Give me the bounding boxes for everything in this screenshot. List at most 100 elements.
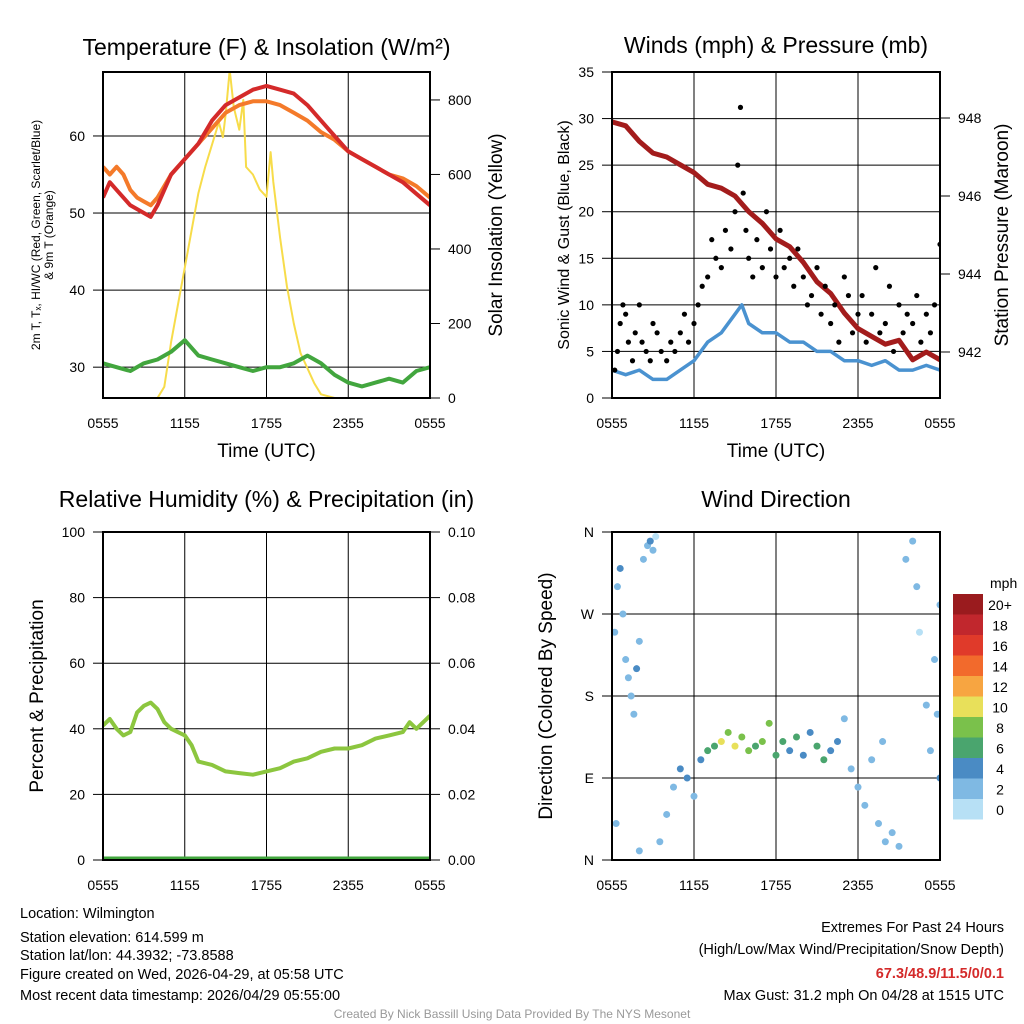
gust-point (890, 348, 897, 355)
gust-point (623, 311, 629, 317)
direction-point (786, 747, 794, 755)
chart-title: Relative Humidity (%) & Precipitation (i… (59, 486, 474, 512)
legend-swatch (953, 737, 983, 758)
direction-point (868, 756, 876, 764)
x-tick-label: 0555 (924, 877, 955, 893)
gust-point (639, 339, 645, 345)
legend-label: 4 (996, 761, 1004, 777)
legend-label: 18 (992, 618, 1008, 634)
direction-point (902, 555, 910, 563)
panel-rh: Relative Humidity (%) & Precipitation (i… (27, 486, 475, 893)
direction-point (704, 747, 712, 755)
direction-point (758, 738, 766, 746)
gust-point (841, 274, 847, 280)
gust-point (904, 311, 910, 317)
y-tick-label: 30 (69, 359, 85, 375)
gust-point (612, 367, 618, 373)
legend-swatch (953, 778, 983, 799)
gust-point (695, 302, 701, 308)
y-right-tick-label: 600 (448, 166, 472, 182)
direction-point (752, 742, 759, 750)
chart-title: Temperature (F) & Insolation (W/m²) (82, 34, 450, 60)
panel-temp: Temperature (F) & Insolation (W/m²) 0555 1… (29, 34, 507, 462)
gust-point (882, 320, 888, 327)
x-tick-label: 2355 (842, 415, 873, 431)
gust-point (910, 320, 916, 327)
x-tick-label: 0555 (414, 415, 445, 431)
y-right-tick-label: 0.04 (448, 721, 475, 737)
direction-point (745, 747, 753, 755)
direction-point (913, 583, 921, 591)
plot-frame (102, 71, 431, 399)
series-station-pressure (612, 119, 940, 363)
direction-point (888, 829, 896, 837)
gust-point (699, 283, 705, 289)
gust-point (845, 292, 852, 299)
direction-point (639, 555, 647, 563)
legend-label: 16 (992, 638, 1008, 654)
direction-point (711, 742, 718, 750)
series-group (612, 104, 940, 382)
y-tick-label: 40 (69, 282, 85, 298)
direction-point (909, 537, 917, 545)
speed-legend: mph 20+ 18 16 14 12 10 8 6 4 2 0 (953, 575, 1017, 820)
direction-point (616, 564, 624, 572)
gust-point (691, 320, 697, 327)
x-tick-label: 2355 (333, 877, 364, 893)
y-right-tick-label: 200 (448, 315, 472, 331)
x-tick-label: 1755 (251, 877, 282, 893)
legend-label: 8 (996, 720, 1004, 736)
y-axis-label: 2m T, Tₓ, HI/WC (Red, Green, Scarlet/Blu… (29, 120, 43, 350)
direction-point (779, 738, 787, 746)
y-tick-label: 40 (69, 721, 85, 737)
direction-point (731, 742, 739, 750)
gust-point (625, 339, 632, 345)
y-axis-label-line2: & 9m T (Orange) (42, 190, 56, 280)
direction-point (922, 701, 930, 709)
direction-point (635, 847, 643, 855)
y-right-tick-label: 942 (958, 344, 982, 360)
direction-point (847, 765, 855, 773)
gust-point (800, 274, 806, 280)
gust-point (713, 255, 719, 261)
direction-point (652, 533, 660, 541)
plot-frame (611, 531, 941, 861)
gust-point (787, 255, 793, 261)
gust-point (900, 330, 906, 336)
series-relative-humidity (103, 700, 430, 777)
direction-point (630, 710, 638, 718)
direction-point (612, 628, 619, 636)
series-2m-td (103, 338, 430, 389)
x-tick-label: 2355 (333, 415, 364, 431)
gust-point (685, 339, 692, 345)
gust-point (808, 292, 815, 299)
legend-swatch (953, 696, 983, 717)
gust-point (855, 311, 861, 317)
gust-point (804, 302, 811, 308)
gust-point (746, 255, 752, 261)
legend-swatch (953, 717, 983, 738)
x-tick-label: 0555 (924, 415, 955, 431)
direction-point (820, 756, 828, 764)
direction-point (683, 774, 691, 782)
y-tick-label: 10 (578, 297, 594, 313)
gust-point (617, 320, 623, 327)
series-solar-insolation (103, 72, 430, 398)
gust-point (877, 330, 883, 336)
gust-point (863, 339, 869, 345)
legend-label: 10 (992, 700, 1008, 716)
gust-point (681, 311, 688, 317)
gust-point (754, 237, 760, 243)
gust-point (896, 302, 902, 308)
direction-point (875, 820, 882, 828)
gust-point (763, 209, 770, 215)
direction-point (827, 747, 835, 755)
x-tick-label: 1155 (170, 877, 200, 893)
gust-point (886, 283, 893, 289)
direction-point (646, 537, 654, 545)
gust-point (791, 283, 797, 289)
gust-point (822, 283, 828, 289)
gust-point (629, 358, 636, 364)
gust-point (614, 348, 621, 355)
series-group (612, 533, 940, 855)
